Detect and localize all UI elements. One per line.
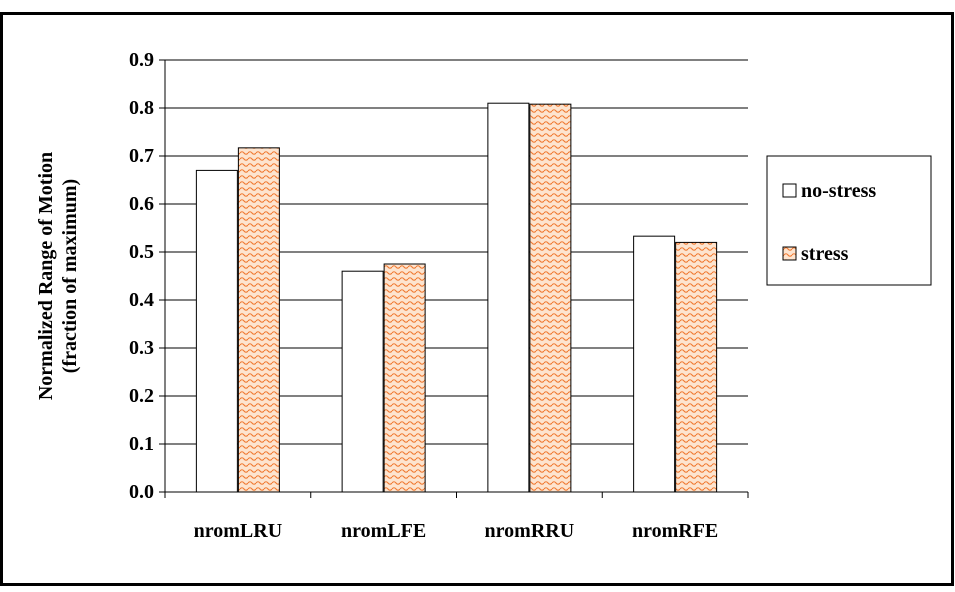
y-axis-title: Normalized Range of Motion (fraction of … (35, 152, 81, 400)
x-tick-label: nromLRU (194, 520, 283, 542)
y-tick-label: 0.7 (129, 145, 154, 167)
y-tick-label: 0.5 (129, 241, 154, 263)
legend-label-no-stress: no-stress (801, 180, 876, 202)
bar-stress-nromLFE (383, 263, 426, 493)
bar-stress-nromRFE (675, 241, 718, 493)
x-tick-label: nromRRU (485, 520, 575, 542)
bars-group (195, 102, 718, 493)
y-tick-label: 0.1 (129, 433, 154, 455)
legend-box (766, 155, 932, 286)
legend-swatch-no-stress (782, 183, 797, 198)
x-tick-label: nromRFE (632, 520, 718, 542)
y-tick-label: 0.0 (129, 481, 154, 503)
bar-stress-nromRRU (529, 103, 572, 493)
y-tick-label: 0.2 (129, 385, 154, 407)
bar-no-stress-nromLFE (341, 270, 384, 493)
legend: no-stress stress (766, 155, 932, 286)
bar-no-stress-nromLRU (195, 169, 238, 493)
bar-stress-nromLRU (237, 147, 280, 493)
chart-border (0, 12, 954, 586)
y-tick-label: 0.4 (129, 289, 154, 311)
x-ticks: nromLRU nromLFE nromRRU nromRFE (164, 492, 749, 542)
y-tick-label: 0.6 (129, 193, 154, 215)
y-ticks: 0.0 0.1 0.2 0.3 0.4 0.5 0.6 0.7 0.8 0.9 (129, 49, 165, 503)
legend-label-stress: stress (801, 243, 849, 265)
y-tick-label: 0.9 (129, 49, 154, 71)
y-tick-label: 0.3 (129, 337, 154, 359)
y-axis-title-line1: Normalized Range of Motion (35, 152, 57, 400)
bar-no-stress-nromRRU (487, 102, 530, 493)
y-axis-title-line2: (fraction of maximum) (59, 179, 81, 373)
bar-no-stress-nromRFE (633, 235, 676, 493)
x-tick-label: nromLFE (341, 520, 426, 542)
legend-swatch-stress (782, 246, 797, 261)
y-tick-label: 0.8 (129, 97, 154, 119)
